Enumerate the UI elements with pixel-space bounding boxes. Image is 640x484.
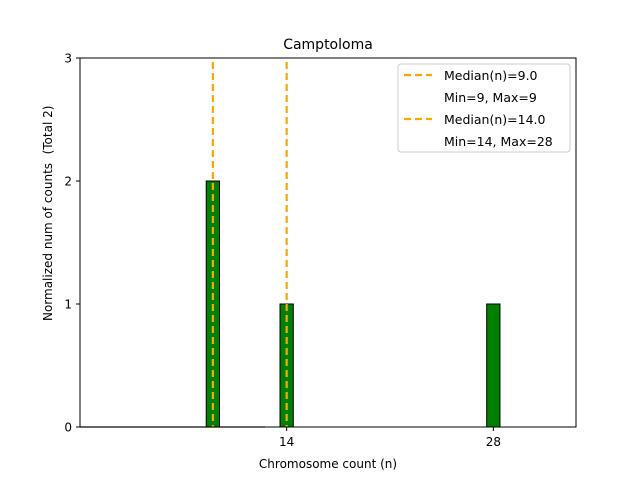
x-axis-label: Chromosome count (n) bbox=[259, 457, 397, 471]
y-axis-total-note: (Total 2) bbox=[41, 106, 55, 155]
chart-title: Camptoloma bbox=[283, 37, 373, 53]
y-tick-label-3: 3 bbox=[64, 52, 72, 66]
y-axis-label: Normalized num of counts bbox=[41, 163, 55, 321]
y-tick-label-0: 0 bbox=[64, 421, 72, 435]
axes-frame bbox=[79, 57, 577, 428]
x-tick-label-28: 28 bbox=[486, 435, 501, 449]
y-tick-label-2: 2 bbox=[64, 175, 72, 189]
legend-median-1-label: Median(n)=9.0 bbox=[444, 68, 538, 83]
legend-median-1-range: Min=9, Max=9 bbox=[444, 90, 537, 105]
legend: Median(n)=9.0 Min=9, Max=9 Median(n)=14.… bbox=[397, 63, 571, 153]
x-tick-label-14: 14 bbox=[279, 435, 294, 449]
plot-area: 14 28 0 1 2 3 bbox=[64, 52, 577, 449]
legend-median-2-range: Min=14, Max=28 bbox=[444, 134, 553, 149]
bar-28 bbox=[486, 303, 501, 428]
legend-frame bbox=[397, 63, 571, 153]
y-tick-label-1: 1 bbox=[64, 298, 72, 312]
legend-median-2-label: Median(n)=14.0 bbox=[444, 112, 545, 127]
